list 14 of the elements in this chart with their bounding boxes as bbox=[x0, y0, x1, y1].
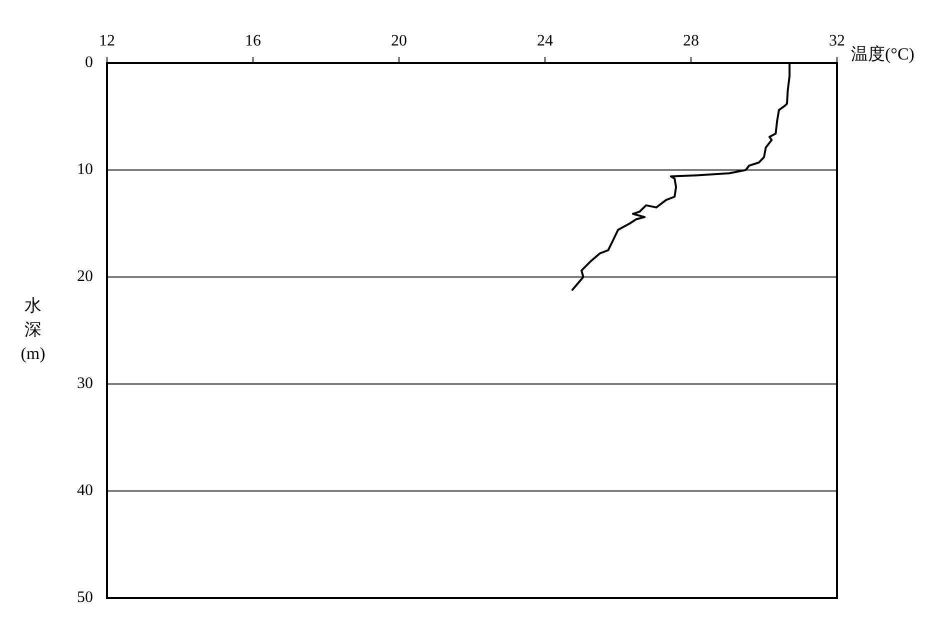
x-tick-label: 20 bbox=[391, 32, 407, 50]
y-tick-label: 50 bbox=[77, 589, 93, 606]
y-tick-label: 40 bbox=[77, 482, 93, 500]
y-axis-title: 水深(m) bbox=[20, 296, 46, 363]
x-tick-label: 24 bbox=[537, 32, 553, 50]
y-tick-label: 0 bbox=[85, 54, 93, 72]
y-tick-label: 20 bbox=[77, 268, 93, 286]
x-tick-label: 16 bbox=[245, 32, 261, 50]
x-axis-title: 温度(°C) bbox=[851, 44, 914, 64]
y-tick-label: 30 bbox=[77, 375, 93, 392]
x-tick-label: 32 bbox=[829, 32, 845, 50]
x-tick-label: 12 bbox=[99, 32, 115, 50]
y-tick-label: 10 bbox=[77, 161, 93, 178]
x-tick-label: 28 bbox=[683, 32, 699, 50]
